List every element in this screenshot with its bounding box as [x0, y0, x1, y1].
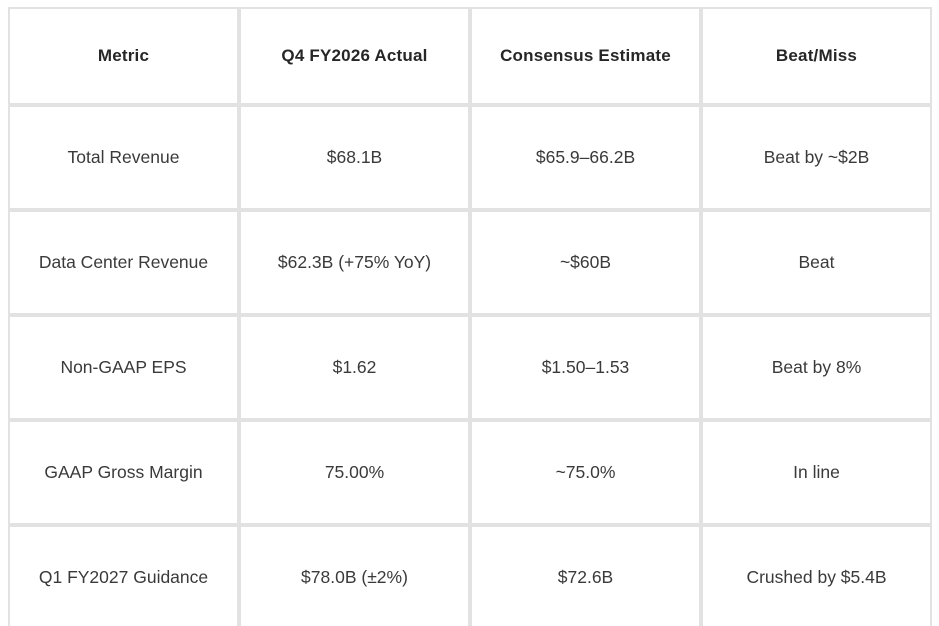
earnings-comparison-table: Metric Q4 FY2026 Actual Consensus Estima…	[8, 7, 932, 626]
table-header: Metric Q4 FY2026 Actual Consensus Estima…	[8, 7, 932, 105]
cell-actual: $62.3B (+75% YoY)	[239, 210, 470, 315]
table-row: Q1 FY2027 Guidance $78.0B (±2%) $72.6B C…	[8, 525, 932, 626]
table-row: Data Center Revenue $62.3B (+75% YoY) ~$…	[8, 210, 932, 315]
table-row: Total Revenue $68.1B $65.9–66.2B Beat by…	[8, 105, 932, 210]
table-body: Total Revenue $68.1B $65.9–66.2B Beat by…	[8, 105, 932, 626]
header-cell-beat-miss: Beat/Miss	[701, 7, 932, 105]
cell-beat-miss: Beat by 8%	[701, 315, 932, 420]
cell-metric: GAAP Gross Margin	[8, 420, 239, 525]
header-cell-metric: Metric	[8, 7, 239, 105]
cell-consensus: ~$60B	[470, 210, 701, 315]
table-row: GAAP Gross Margin 75.00% ~75.0% In line	[8, 420, 932, 525]
cell-beat-miss: Beat	[701, 210, 932, 315]
cell-actual: 75.00%	[239, 420, 470, 525]
cell-consensus: $72.6B	[470, 525, 701, 626]
cell-actual: $1.62	[239, 315, 470, 420]
cell-metric: Non-GAAP EPS	[8, 315, 239, 420]
header-row: Metric Q4 FY2026 Actual Consensus Estima…	[8, 7, 932, 105]
header-cell-consensus: Consensus Estimate	[470, 7, 701, 105]
cell-consensus: $65.9–66.2B	[470, 105, 701, 210]
cell-beat-miss: Crushed by $5.4B	[701, 525, 932, 626]
cell-beat-miss: Beat by ~$2B	[701, 105, 932, 210]
table-row: Non-GAAP EPS $1.62 $1.50–1.53 Beat by 8%	[8, 315, 932, 420]
cell-metric: Data Center Revenue	[8, 210, 239, 315]
header-cell-actual: Q4 FY2026 Actual	[239, 7, 470, 105]
cell-actual: $68.1B	[239, 105, 470, 210]
cell-metric: Q1 FY2027 Guidance	[8, 525, 239, 626]
cell-metric: Total Revenue	[8, 105, 239, 210]
cell-actual: $78.0B (±2%)	[239, 525, 470, 626]
cell-consensus: $1.50–1.53	[470, 315, 701, 420]
cell-beat-miss: In line	[701, 420, 932, 525]
cell-consensus: ~75.0%	[470, 420, 701, 525]
